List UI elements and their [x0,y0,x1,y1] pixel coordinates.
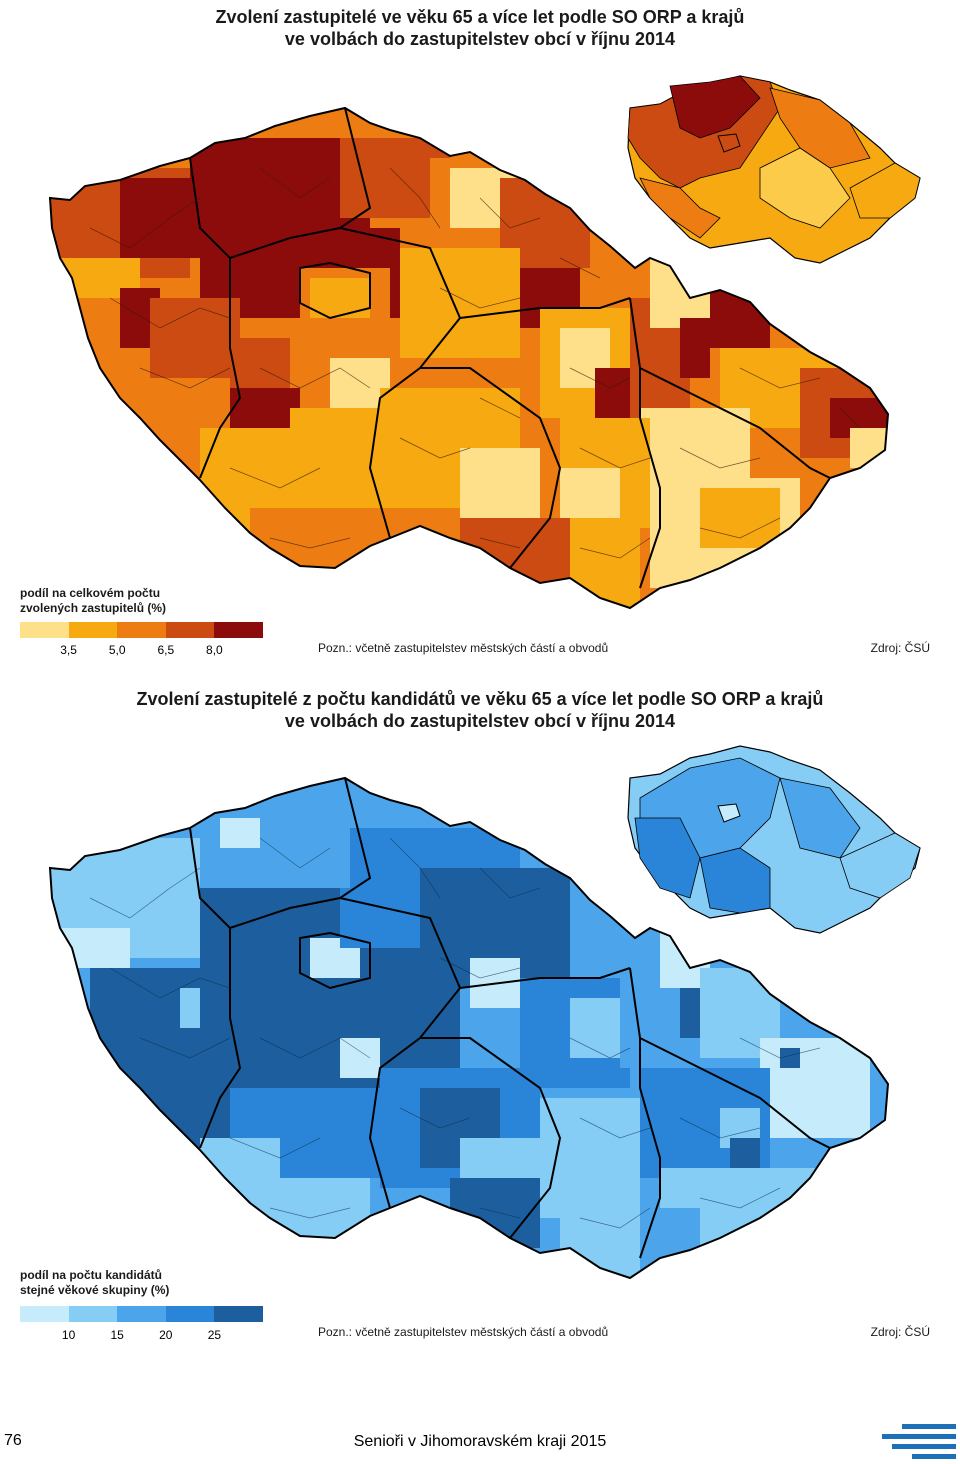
legend-tick-label: 5,0 [108,643,126,657]
map-title-line2: ve volbách do zastupitelstev obcí v říjn… [284,711,676,731]
map-note: Pozn.: včetně zastupitelstev městských č… [318,641,609,655]
map-title-line1: Zvolení zastupitelé z počtu kandidátů ve… [136,689,824,709]
legend-swatch [214,1306,263,1322]
legend-title-line1: podíl na celkovém počtu [20,586,161,600]
legend-ticks: 3,5 5,0 6,5 8,0 [20,643,280,657]
page-number: 76 [4,1432,22,1449]
legend-tick-label: 15 [110,1328,124,1342]
map-note: Pozn.: včetně zastupitelstev městských č… [318,1325,609,1339]
legend-tick-label: 20 [159,1328,173,1342]
legend-tick-label: 8,0 [206,643,223,657]
legend-swatch [214,622,263,638]
page-footer: 76 Senioři v Jihomoravském kraji 2015 [0,1420,960,1464]
legend-title-line2: zvolených zastupitelů (%) [20,601,167,615]
publication-title: Senioři v Jihomoravském kraji 2015 [353,1433,607,1450]
map-panel-candidate-success: Zvolení zastupitelé z počtu kandidátů ve… [0,680,960,1360]
legend-ticks: 10 15 20 25 [20,1328,280,1342]
legend-swatch [165,1306,215,1322]
map-source: Zdroj: ČSÚ [870,641,930,655]
czso-logo-icon [882,1424,956,1459]
legend-color-bar [20,622,263,638]
legend-title-line1: podíl na počtu kandidátů [20,1268,162,1282]
legend-swatch [117,622,166,638]
legend-title-line2: stejné věkové skupiny (%) [20,1283,170,1297]
legend-tick-label: 6,5 [157,643,175,657]
legend-tick-label: 25 [207,1328,222,1342]
legend-color-bar [20,1306,263,1322]
map-source: Zdroj: ČSÚ [870,1325,930,1339]
legend-title: podíl na počtu kandidátů stejné věkové s… [20,1268,169,1298]
map-title-line2: ve volbách do zastupitelstev obcí v říjn… [284,29,676,49]
legend-tick-label: 10 [61,1328,76,1342]
legend-swatch [20,622,69,638]
legend-swatch [68,622,118,638]
legend-title: podíl na celkovém počtu zvolených zastup… [20,586,166,616]
legend-tick-label: 3,5 [60,643,77,657]
legend-swatch [165,622,215,638]
legend-swatch [117,1306,166,1322]
map-title-line1: Zvolení zastupitelé ve věku 65 a více le… [215,7,745,27]
legend-swatch [68,1306,118,1322]
czech-map-blue [48,745,921,1280]
legend-swatch [20,1306,69,1322]
map-panel-elected-share: Zvolení zastupitelé ve věku 65 a více le… [0,0,960,670]
map-title: Zvolení zastupitelé ve věku 65 a více le… [0,6,960,50]
map-title: Zvolení zastupitelé z počtu kandidátů ve… [0,688,960,732]
czech-map-orange [48,75,921,610]
